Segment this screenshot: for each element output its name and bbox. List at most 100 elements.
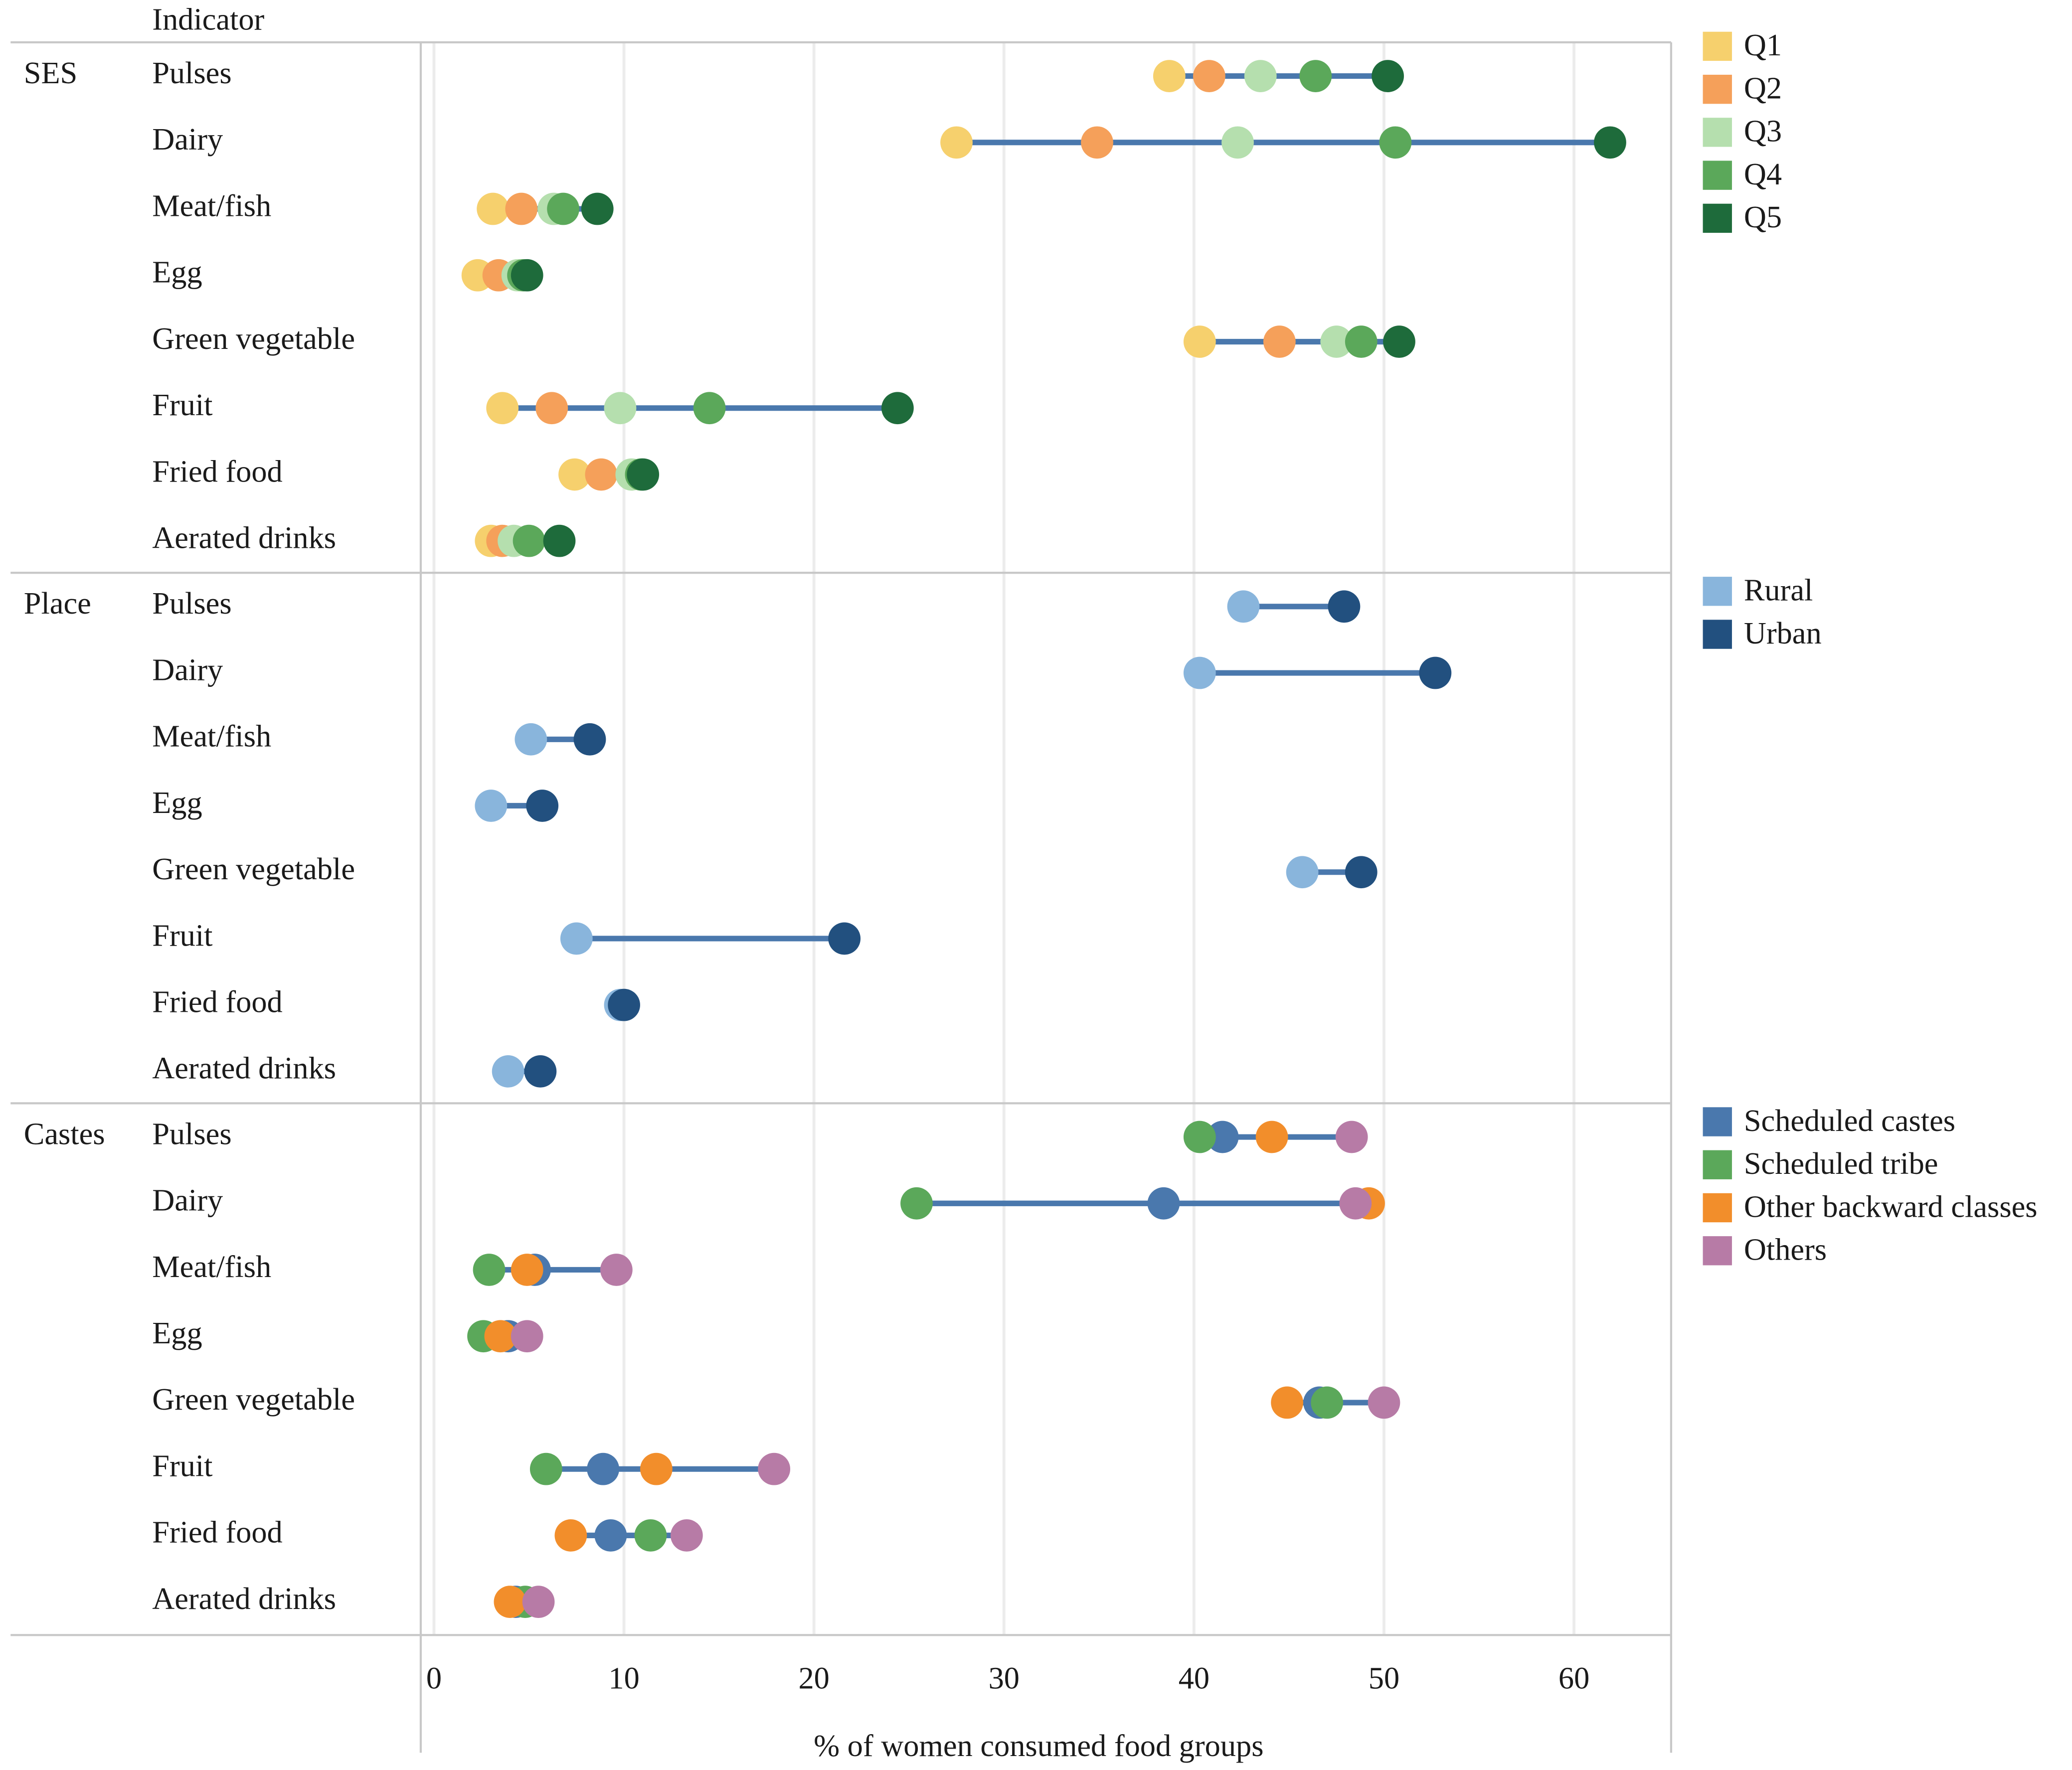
dot-castes-fried-food-scheduled-castes xyxy=(594,1519,627,1552)
dot-castes-dairy-scheduled-tribe xyxy=(900,1187,933,1220)
marks-layer xyxy=(461,60,1626,1618)
x-tick-label-20: 20 xyxy=(798,1661,829,1695)
dot-place-aerated-drinks-urban xyxy=(524,1055,557,1088)
dot-ses-green-vegetable-q1 xyxy=(1183,325,1216,358)
grid-layer xyxy=(432,42,1575,1635)
x-tick-label-50: 50 xyxy=(1369,1661,1399,1695)
legend-label-other-backward-classes: Other backward classes xyxy=(1744,1189,2038,1224)
x-axis-title: % of women consumed food groups xyxy=(814,1729,1263,1763)
labels-layer: Indicator SES Pulses Dairy Meat/fish Egg Green… xyxy=(24,2,355,1615)
dot-castes-pulses-scheduled-tribe xyxy=(1183,1121,1216,1153)
group-label-ses: SES xyxy=(24,56,77,90)
dot-place-egg-rural xyxy=(475,790,508,822)
dot-castes-fruit-scheduled-castes xyxy=(587,1452,620,1485)
dot-ses-dairy-q2 xyxy=(1081,126,1113,159)
dot-ses-fruit-q1 xyxy=(486,392,519,425)
axis-layer: 0 10 20 30 40 50 60 % of women consumed food gr… xyxy=(426,1661,1589,1763)
dot-castes-fruit-other-backward-classes xyxy=(640,1452,673,1485)
indicator-label-castes-meat-fish: Meat/fish xyxy=(152,1250,271,1284)
indicator-label-ses-dairy: Dairy xyxy=(152,122,223,157)
dot-place-green-vegetable-rural xyxy=(1286,856,1319,889)
dot-place-pulses-urban xyxy=(1328,590,1361,623)
indicator-label-castes-dairy: Dairy xyxy=(152,1183,223,1218)
indicator-label-place-aerated-drinks: Aerated drinks xyxy=(152,1051,336,1086)
legend-swatch-others xyxy=(1703,1236,1732,1266)
legend-swatch-urban xyxy=(1703,620,1732,649)
dot-ses-green-vegetable-q4 xyxy=(1345,325,1378,358)
indicator-label-place-dairy: Dairy xyxy=(152,652,223,687)
dot-ses-green-vegetable-q3 xyxy=(1320,325,1353,358)
legend-swatch-other-backward-classes xyxy=(1703,1193,1732,1223)
legend-swatch-rural xyxy=(1703,577,1732,606)
dot-castes-dairy-others xyxy=(1339,1187,1372,1220)
dot-castes-fruit-scheduled-tribe xyxy=(529,1452,562,1485)
dot-place-fruit-urban xyxy=(828,922,861,955)
dot-castes-green-vegetable-other-backward-classes xyxy=(1271,1386,1303,1419)
legend-label-scheduled-castes: Scheduled castes xyxy=(1744,1104,1955,1138)
dot-castes-pulses-other-backward-classes xyxy=(1255,1121,1288,1153)
dot-place-egg-urban xyxy=(526,790,559,822)
dot-castes-fried-food-others xyxy=(670,1519,703,1552)
dot-castes-pulses-scheduled-castes xyxy=(1206,1121,1239,1153)
dot-ses-dairy-q4 xyxy=(1379,126,1412,159)
dot-ses-fried-food-q2 xyxy=(585,458,618,491)
dot-ses-green-vegetable-q2 xyxy=(1263,325,1296,358)
x-tick-label-40: 40 xyxy=(1179,1661,1209,1695)
legend-swatch-q2 xyxy=(1703,74,1732,104)
dot-castes-meat-fish-others xyxy=(600,1254,633,1286)
dot-place-fried-food-urban xyxy=(608,988,640,1021)
indicator-label-ses-fried-food: Fried food xyxy=(152,454,283,488)
indicator-label-ses-egg: Egg xyxy=(152,255,202,290)
indicator-label-castes-pulses: Pulses xyxy=(152,1117,231,1151)
legend-swatch-scheduled-castes xyxy=(1703,1107,1732,1136)
dot-castes-dairy-scheduled-castes xyxy=(1147,1187,1180,1220)
dot-ses-meat-fish-q1 xyxy=(477,192,509,225)
dot-ses-meat-fish-q5 xyxy=(581,192,614,225)
dot-place-dairy-rural xyxy=(1183,656,1216,689)
dot-ses-aerated-drinks-q5 xyxy=(543,524,576,557)
dot-ses-fried-food-q5 xyxy=(627,458,660,491)
dot-place-meat-fish-urban xyxy=(573,723,606,756)
dot-place-green-vegetable-urban xyxy=(1345,856,1378,889)
dot-place-fruit-rural xyxy=(560,922,593,955)
legend-label-q3: Q3 xyxy=(1744,114,1782,149)
dot-ses-pulses-q2 xyxy=(1193,60,1225,92)
dot-ses-dairy-q5 xyxy=(1594,126,1626,159)
dot-place-meat-fish-rural xyxy=(515,723,547,756)
dot-castes-aerated-drinks-others xyxy=(522,1586,555,1618)
indicator-label-place-egg: Egg xyxy=(152,786,202,820)
legend-label-others: Others xyxy=(1744,1233,1827,1267)
dot-castes-green-vegetable-others xyxy=(1368,1386,1400,1419)
x-tick-label-60: 60 xyxy=(1558,1661,1589,1695)
indicator-label-ses-green-vegetable: Green vegetable xyxy=(152,322,355,356)
indicator-label-castes-fried-food: Fried food xyxy=(152,1515,283,1550)
legend-layer: Q1 Q2 Q3 Q4 Q5 Rural Urban Scheduled castes Sche… xyxy=(1703,28,2038,1267)
dot-ses-fruit-q3 xyxy=(604,392,637,425)
legend-label-q2: Q2 xyxy=(1744,71,1782,105)
dot-ses-aerated-drinks-q4 xyxy=(513,524,545,557)
indicator-label-place-fruit: Fruit xyxy=(152,918,212,953)
legend-label-q1: Q1 xyxy=(1744,28,1782,62)
indicator-header: Indicator xyxy=(152,2,264,36)
dot-castes-aerated-drinks-other-backward-classes xyxy=(494,1586,526,1618)
dot-castes-green-vegetable-scheduled-tribe xyxy=(1311,1386,1344,1419)
legend-label-q5: Q5 xyxy=(1744,200,1782,234)
dot-castes-meat-fish-scheduled-tribe xyxy=(473,1254,506,1286)
dot-ses-fried-food-q1 xyxy=(558,458,591,491)
x-tick-label-30: 30 xyxy=(989,1661,1020,1695)
legend-label-rural: Rural xyxy=(1744,573,1813,608)
indicator-label-ses-fruit: Fruit xyxy=(152,388,212,422)
legend-label-scheduled-tribe: Scheduled tribe xyxy=(1744,1146,1938,1181)
indicator-label-castes-aerated-drinks: Aerated drinks xyxy=(152,1582,336,1616)
indicator-label-castes-green-vegetable: Green vegetable xyxy=(152,1382,355,1417)
frame-layer xyxy=(10,41,1672,1753)
legend-swatch-q3 xyxy=(1703,118,1732,147)
dot-castes-egg-others xyxy=(511,1320,543,1353)
dot-ses-pulses-q4 xyxy=(1299,60,1332,92)
dot-ses-dairy-q1 xyxy=(940,126,973,159)
indicator-label-ses-pulses: Pulses xyxy=(152,56,231,90)
legend-label-q4: Q4 xyxy=(1744,157,1782,191)
dot-place-pulses-rural xyxy=(1227,590,1260,623)
